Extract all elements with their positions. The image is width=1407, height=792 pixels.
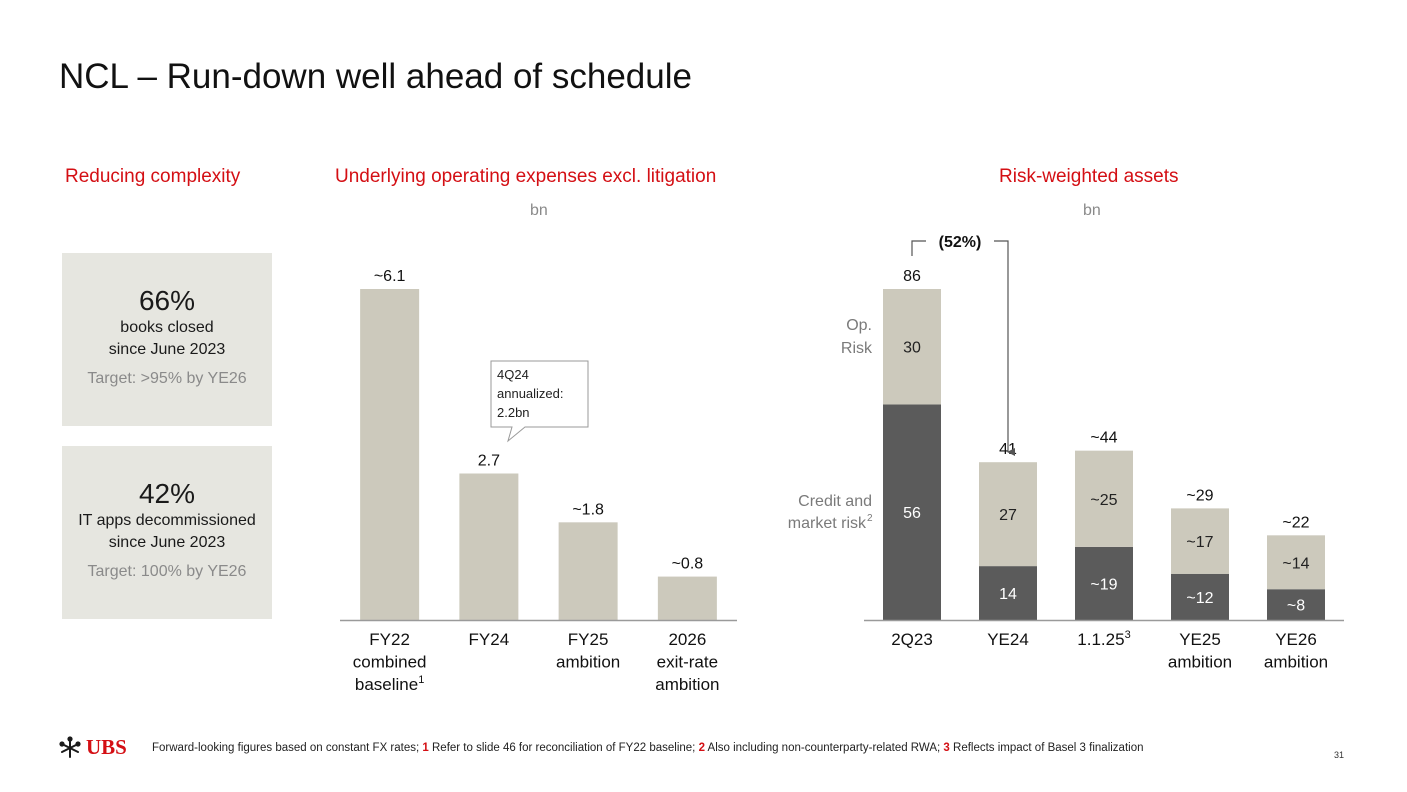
opex-category-label-1-line-3: baseline1 <box>355 674 424 694</box>
opex-value-label-4: ~0.8 <box>672 556 704 573</box>
opex-bar-3 <box>558 522 618 620</box>
opex-callout-line3: 2.2bn <box>497 405 530 420</box>
it-apps-target: Target: 100% by YE26 <box>87 563 247 580</box>
rwa-segment-label-1-1: 56 <box>903 505 921 522</box>
rwa-chart-title: Risk-weighted assets <box>999 166 1179 187</box>
opex-category-label-3-line-2: ambition <box>556 653 620 672</box>
op-risk-label-line1: Op. <box>846 317 872 334</box>
opex-callout-line1: 4Q24 <box>497 367 529 382</box>
books-closed-stat-box: 66% books closed since June 2023 Target:… <box>62 253 272 426</box>
rwa-segment-label-2-1: 14 <box>999 586 1017 603</box>
page-number: 31 <box>1334 750 1345 760</box>
rwa-segment-label-3-2: ~25 <box>1090 492 1117 509</box>
rwa-total-label-4: ~29 <box>1186 487 1213 504</box>
it-apps-desc-line1: IT apps decommissioned <box>78 512 256 529</box>
rwa-stacked-bar-chart: 5630862Q23142741YE24~19~25~441.1.253~12~… <box>864 268 1344 672</box>
footnote-3-text: Reflects impact of Basel 3 finalization <box>949 742 1144 754</box>
books-closed-desc-line1: books closed <box>120 319 214 336</box>
rwa-category-label-4-line-1: YE25 <box>1179 630 1221 649</box>
opex-unit-label: bn <box>530 202 548 219</box>
rwa-category-label-2-line-1: YE24 <box>987 630 1029 649</box>
ubs-logo: UBS <box>58 735 127 760</box>
footnote: Forward-looking figures based on constan… <box>152 742 1144 754</box>
rwa-bar-1-segment-1 <box>883 404 941 620</box>
rwa-segment-label-2-2: 27 <box>999 507 1017 524</box>
rwa-segment-label-4-2: ~17 <box>1186 534 1213 551</box>
it-apps-stat-box: 42% IT apps decommissioned since June 20… <box>62 446 272 619</box>
opex-bar-1 <box>360 289 420 620</box>
reducing-complexity-title: Reducing complexity <box>65 166 241 187</box>
rwa-row-labels: Op. Risk Credit and market risk 2 <box>788 317 873 532</box>
opex-bar-chart: ~6.1 FY22 combined baseline1 2.7 FY24 ~1.8 FY25… <box>340 268 737 694</box>
rwa-category-label-4-line-2: ambition <box>1168 653 1232 672</box>
opex-category-label-1-line-2: combined <box>353 653 427 672</box>
rwa-segment-label-3-1: ~19 <box>1090 576 1117 593</box>
opex-chart-title: Underlying operating expenses excl. liti… <box>335 166 717 187</box>
rwa-unit-label: bn <box>1083 202 1101 219</box>
rwa-bar-1-segment-2 <box>883 289 941 405</box>
footnote-3-number: 3 <box>943 742 950 754</box>
ubs-keys-icon <box>59 735 81 758</box>
footnote-2-number: 2 <box>698 742 705 754</box>
rwa-bar-3-segment-2 <box>1075 450 1133 547</box>
opex-callout-line2: annualized: <box>497 386 564 401</box>
ubs-logo-text: UBS <box>86 735 127 759</box>
footnote-2-text: Also including non-counterparty-related … <box>704 742 944 754</box>
books-closed-desc-line2: since June 2023 <box>108 341 226 358</box>
credit-risk-label-footnote: 2 <box>867 513 873 524</box>
opex-value-label-3: ~1.8 <box>572 501 604 518</box>
opex-category-label-4-line-1: 2026 <box>668 630 706 649</box>
rwa-bar-2-segment-1 <box>979 566 1037 620</box>
opex-category-label-3-line-1: FY25 <box>568 630 609 649</box>
rwa-total-label-3: ~44 <box>1090 430 1117 447</box>
rwa-change-label: (52%) <box>939 234 982 251</box>
footnote-1-text: Refer to slide 46 for reconciliation of … <box>428 742 699 754</box>
rwa-category-label-1-line-1: 2Q23 <box>891 630 933 649</box>
rwa-segment-label-5-2: ~14 <box>1282 555 1309 572</box>
credit-risk-label-line2: market risk <box>788 515 867 532</box>
rwa-change-arrow <box>994 240 1015 456</box>
op-risk-label-line2: Risk <box>841 340 873 357</box>
rwa-category-label-3-footnote: 3 <box>1125 629 1131 641</box>
opex-category-label-1-line-1: FY22 <box>369 630 410 649</box>
opex-bar-2 <box>459 473 519 620</box>
rwa-category-label-3-line-1: 1.1.253 <box>1077 629 1130 649</box>
rwa-bar-5-segment-1 <box>1267 589 1325 620</box>
rwa-segment-label-4-1: ~12 <box>1186 590 1213 607</box>
rwa-total-label-5: ~22 <box>1282 514 1309 531</box>
rwa-bar-4-segment-2 <box>1171 508 1229 574</box>
rwa-category-label-5-line-1: YE26 <box>1275 630 1317 649</box>
rwa-category-label-5-line-2: ambition <box>1264 653 1328 672</box>
rwa-bar-3-segment-1 <box>1075 546 1133 620</box>
opex-category-label-1-footnote: 1 <box>418 674 424 686</box>
opex-value-label-1: ~6.1 <box>374 268 406 285</box>
books-closed-target: Target: >95% by YE26 <box>87 370 247 387</box>
it-apps-value: 42% <box>138 478 196 509</box>
footnote-intro: Forward-looking figures based on constan… <box>152 742 423 754</box>
books-closed-value: 66% <box>138 285 196 316</box>
opex-category-label-2-line-1: FY24 <box>469 630 510 649</box>
rwa-segment-label-1-2: 30 <box>903 340 921 357</box>
rwa-total-label-1: 86 <box>903 268 921 285</box>
opex-category-label-4-line-2: exit-rate <box>657 653 718 672</box>
rwa-bar-4-segment-1 <box>1171 573 1229 620</box>
opex-category-label-4-line-3: ambition <box>655 675 719 694</box>
opex-callout: 4Q24 annualized: 2.2bn <box>490 360 589 443</box>
rwa-change-indicator: (52%) <box>911 234 1015 456</box>
rwa-bar-5-segment-2 <box>1267 535 1325 590</box>
page-title: NCL – Run-down well ahead of schedule <box>59 57 692 96</box>
rwa-change-bracket-left <box>911 240 926 256</box>
footnote-1-number: 1 <box>422 742 429 754</box>
rwa-bar-2-segment-2 <box>979 462 1037 567</box>
it-apps-desc-line2: since June 2023 <box>108 534 226 551</box>
rwa-segment-label-5-1: ~8 <box>1287 598 1305 615</box>
opex-bar-4 <box>657 576 717 620</box>
credit-risk-label-line1: Credit and <box>798 493 872 510</box>
opex-value-label-2: 2.7 <box>478 452 500 469</box>
